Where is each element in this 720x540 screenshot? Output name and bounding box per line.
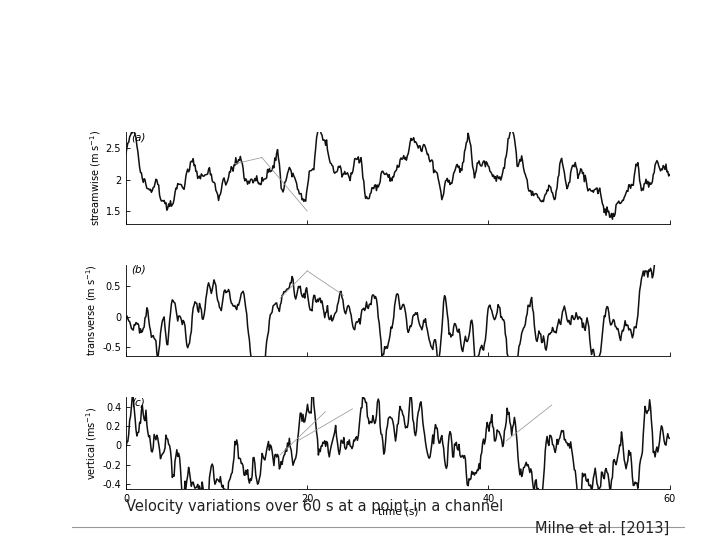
Text: Milne et al. [2013]: Milne et al. [2013] — [536, 521, 670, 536]
X-axis label: time (s): time (s) — [377, 507, 418, 516]
Y-axis label: vertical (ms$^{-1}$): vertical (ms$^{-1}$) — [85, 407, 99, 480]
Text: Velocity variations over 60 s at a point in a channel: Velocity variations over 60 s at a point… — [126, 500, 503, 515]
Text: (b): (b) — [132, 265, 146, 275]
Y-axis label: transverse (m s$^{-1}$): transverse (m s$^{-1}$) — [85, 265, 99, 356]
Y-axis label: streamwise (m s$^{-1}$): streamwise (m s$^{-1}$) — [88, 130, 103, 226]
Text: (a): (a) — [132, 132, 146, 143]
Text: (c): (c) — [132, 397, 145, 407]
